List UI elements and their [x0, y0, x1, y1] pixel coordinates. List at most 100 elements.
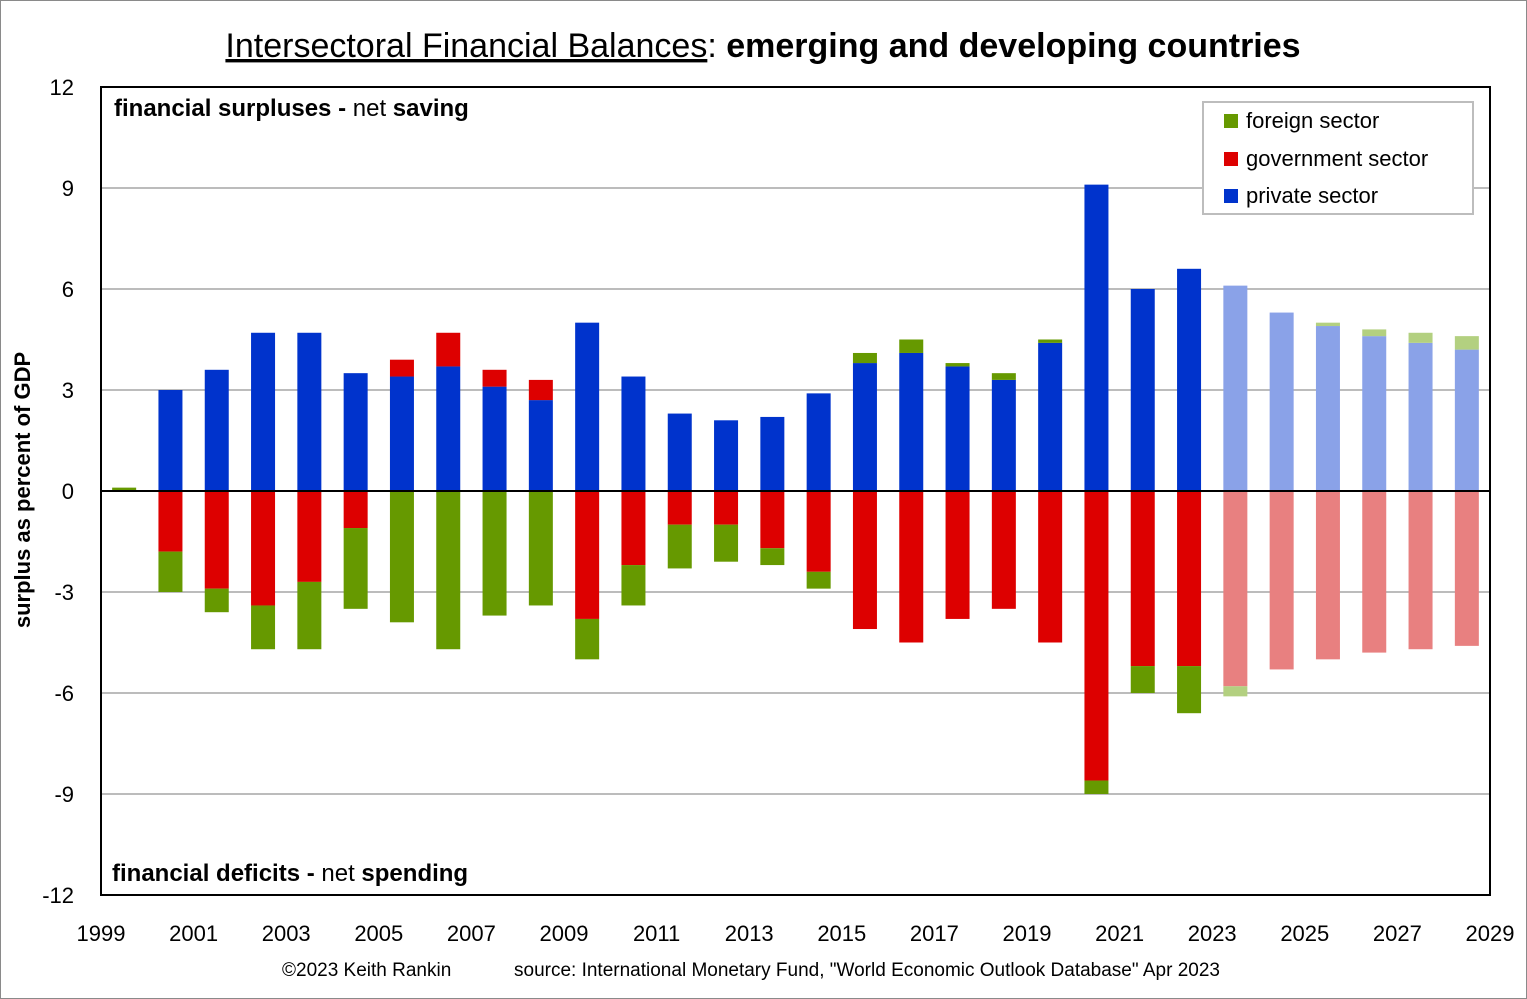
bar-private-sector-2027: [1408, 342, 1433, 491]
bar-foreign-sector-2020: [1084, 780, 1109, 794]
surplus-annotation-bold: financial surpluses -: [114, 95, 346, 122]
bar-foreign-sector-2004: [343, 528, 368, 609]
bar-private-sector-2002: [251, 332, 276, 491]
y-tick-label: -9: [54, 782, 74, 807]
footer-source: source: International Monetary Fund, "Wo…: [514, 960, 1220, 981]
bar-private-sector-2007: [482, 386, 507, 491]
surplus-annotation: financial surpluses - net saving: [114, 95, 469, 122]
bar-foreign-sector-2027: [1408, 332, 1433, 343]
bar-foreign-sector-2025: [1315, 322, 1340, 327]
bar-government-sector-2023: [1223, 491, 1248, 687]
x-tick-label: 2027: [1373, 921, 1422, 946]
x-tick-label: 2029: [1466, 921, 1515, 946]
bar-private-sector-2016: [899, 352, 924, 491]
bar-foreign-sector-2023: [1223, 686, 1248, 697]
y-tick-label: -6: [54, 681, 74, 706]
surplus-annotation-normal: net: [346, 95, 393, 122]
x-tick-label: 1999: [77, 921, 126, 946]
x-tick-label: 2017: [910, 921, 959, 946]
x-tick-label: 2007: [447, 921, 496, 946]
bar-government-sector-2014: [806, 491, 831, 572]
bar-private-sector-2021: [1130, 289, 1155, 491]
legend: foreign sector government sector private…: [1202, 101, 1474, 215]
bar-foreign-sector-2009: [575, 618, 600, 660]
bar-foreign-sector-2022: [1177, 666, 1202, 714]
bar-government-sector-2006: [436, 332, 461, 367]
y-tick-label: 9: [62, 176, 74, 201]
x-tick-label: 2025: [1280, 921, 1329, 946]
y-tick-label: -12: [42, 883, 74, 908]
deficit-annotation: financial deficits - net spending: [112, 860, 468, 887]
bar-foreign-sector-2016: [899, 339, 924, 353]
x-tick-label: 2013: [725, 921, 774, 946]
chart-title: Intersectoral Financial Balances: emergi…: [225, 27, 1300, 65]
x-tick-label: 2015: [817, 921, 866, 946]
bar-private-sector-2005: [389, 376, 414, 491]
y-tick-label: 6: [62, 277, 74, 302]
bar-private-sector-2015: [852, 363, 877, 491]
bar-government-sector-2003: [297, 491, 322, 582]
bar-foreign-sector-2000: [158, 551, 183, 592]
bar-government-sector-2000: [158, 491, 183, 552]
y-tick-label: 0: [62, 479, 74, 504]
bar-foreign-sector-2019: [1038, 339, 1063, 343]
bar-private-sector-2013: [760, 416, 785, 491]
title-underlined: Intersectoral Financial Balances: [225, 27, 707, 65]
legend-swatch-foreign: [1224, 114, 1238, 128]
bar-government-sector-2013: [760, 491, 785, 549]
bar-government-sector-2007: [482, 369, 507, 387]
bar-private-sector-2006: [436, 366, 461, 491]
deficit-annotation-normal: net: [315, 860, 362, 887]
y-tick-label: 12: [50, 75, 74, 100]
bar-government-sector-2012: [714, 491, 739, 525]
bar-private-sector-2014: [806, 393, 831, 491]
bar-foreign-sector-2015: [852, 352, 877, 364]
bar-private-sector-2001: [204, 369, 229, 491]
bar-foreign-sector-2005: [389, 491, 414, 623]
bar-private-sector-2004: [343, 373, 368, 491]
bar-government-sector-2025: [1315, 491, 1340, 660]
y-tick-label: 3: [62, 378, 74, 403]
bar-private-sector-2020: [1084, 184, 1109, 491]
bar-private-sector-2023: [1223, 285, 1248, 491]
legend-box: [1202, 101, 1474, 215]
legend-swatch-government: [1224, 152, 1238, 166]
bar-government-sector-2028: [1454, 491, 1479, 646]
bar-private-sector-2000: [158, 390, 183, 491]
bar-private-sector-2024: [1269, 312, 1294, 491]
footer-copyright: ©2023 Keith Rankin: [282, 960, 451, 981]
bar-private-sector-2011: [667, 413, 692, 491]
bar-private-sector-2003: [297, 332, 322, 491]
y-axis-label: surplus as percent of GDP: [10, 352, 35, 628]
bar-private-sector-2022: [1177, 268, 1202, 491]
bar-private-sector-2018: [991, 379, 1016, 491]
surplus-annotation-bold2: saving: [393, 95, 469, 122]
bar-government-sector-2008: [528, 379, 553, 401]
bar-government-sector-2002: [251, 491, 276, 606]
bar-government-sector-2024: [1269, 491, 1294, 670]
bar-government-sector-2027: [1408, 491, 1433, 650]
bar-private-sector-2017: [945, 366, 970, 491]
title-separator: :: [707, 27, 726, 65]
deficit-annotation-bold: financial deficits -: [112, 860, 315, 887]
x-tick-label: 2003: [262, 921, 311, 946]
bar-private-sector-2009: [575, 322, 600, 491]
bar-government-sector-2020: [1084, 491, 1109, 781]
x-tick-label: 2019: [1003, 921, 1052, 946]
bar-government-sector-2019: [1038, 491, 1063, 643]
legend-label-foreign: foreign sector: [1246, 108, 1379, 133]
bar-government-sector-2022: [1177, 491, 1202, 667]
bar-government-sector-2009: [575, 491, 600, 619]
bar-foreign-sector-2011: [667, 524, 692, 569]
bar-government-sector-2015: [852, 491, 877, 630]
bar-foreign-sector-2028: [1454, 336, 1479, 350]
bar-foreign-sector-2001: [204, 588, 229, 613]
plot-area-border: [100, 86, 1491, 896]
bar-foreign-sector-2017: [945, 363, 970, 367]
deficit-annotation-bold2: spending: [361, 860, 468, 887]
x-tick-label: 2001: [169, 921, 218, 946]
bar-foreign-sector-2021: [1130, 666, 1155, 693]
bar-foreign-sector-2014: [806, 571, 831, 589]
